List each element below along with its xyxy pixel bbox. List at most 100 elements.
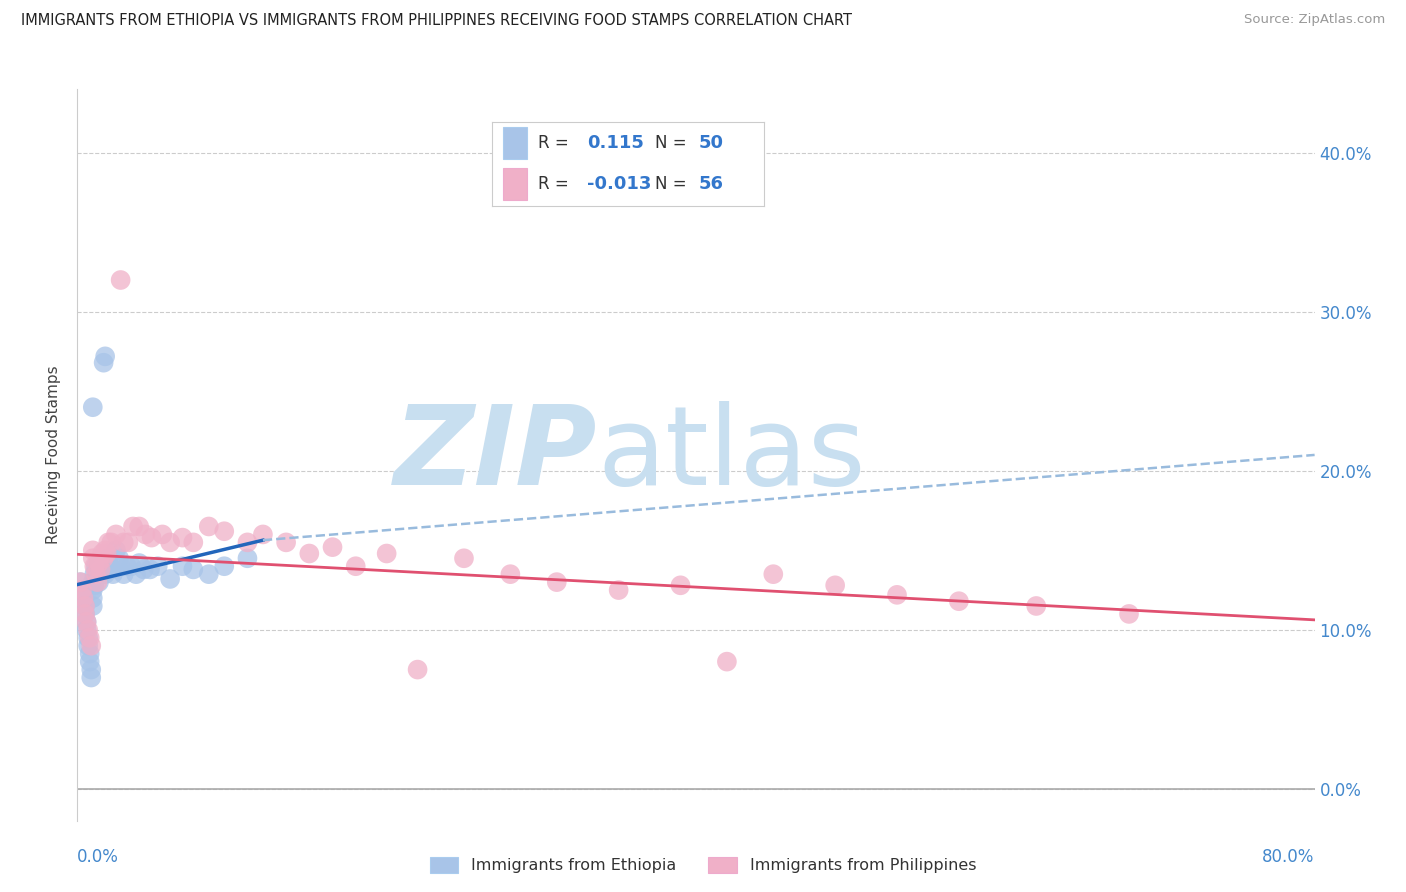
- Point: [1118, 607, 1140, 621]
- Point: [75, 599, 96, 613]
- Point: [97, 535, 120, 549]
- Point: [82, 401, 104, 415]
- Point: [91, 567, 114, 582]
- Point: [70, 583, 93, 598]
- Text: IMMIGRANTS FROM ETHIOPIA VS IMMIGRANTS FROM PHILIPPINES RECEIVING FOOD STAMPS CO: IMMIGRANTS FROM ETHIOPIA VS IMMIGRANTS F…: [21, 13, 852, 29]
- Point: [276, 535, 298, 549]
- Point: [87, 575, 110, 590]
- Point: [716, 655, 738, 669]
- Point: [132, 562, 155, 576]
- Point: [83, 578, 105, 592]
- Point: [159, 535, 181, 549]
- Text: atlas: atlas: [598, 401, 866, 508]
- Point: [87, 556, 110, 570]
- Point: [82, 543, 104, 558]
- Point: [198, 567, 221, 582]
- Point: [82, 591, 104, 605]
- Point: [82, 575, 104, 590]
- Point: [824, 578, 846, 592]
- Point: [128, 519, 150, 533]
- Point: [183, 535, 205, 549]
- Point: [236, 551, 259, 566]
- Point: [100, 562, 122, 576]
- Point: [91, 547, 114, 561]
- Point: [453, 551, 475, 566]
- Point: [375, 547, 398, 561]
- Point: [84, 559, 107, 574]
- Point: [94, 349, 117, 363]
- Point: [183, 562, 205, 576]
- Point: [69, 575, 91, 590]
- Point: [121, 559, 143, 574]
- Point: [80, 671, 103, 685]
- Point: [110, 273, 132, 287]
- Point: [79, 647, 101, 661]
- Text: ZIP: ZIP: [394, 401, 598, 508]
- Point: [322, 540, 344, 554]
- Point: [90, 562, 112, 576]
- Point: [117, 535, 139, 549]
- Y-axis label: Receiving Food Stamps: Receiving Food Stamps: [46, 366, 62, 544]
- Text: 0.0%: 0.0%: [77, 848, 120, 866]
- Point: [344, 559, 367, 574]
- Point: [100, 535, 122, 549]
- Point: [77, 631, 100, 645]
- Point: [72, 591, 94, 605]
- Point: [214, 559, 236, 574]
- Point: [90, 559, 112, 574]
- Point: [97, 551, 120, 566]
- Point: [76, 615, 98, 629]
- Point: [69, 575, 91, 590]
- Point: [75, 607, 96, 621]
- Point: [546, 575, 568, 590]
- Point: [79, 655, 101, 669]
- Point: [499, 567, 522, 582]
- Point: [75, 599, 96, 613]
- Point: [112, 535, 135, 549]
- Point: [152, 527, 174, 541]
- Point: [669, 578, 692, 592]
- Point: [128, 556, 150, 570]
- Point: [122, 519, 145, 533]
- Point: [75, 607, 96, 621]
- Point: [82, 551, 104, 566]
- Point: [105, 543, 128, 558]
- Point: [406, 663, 429, 677]
- Point: [141, 531, 163, 545]
- Point: [84, 567, 107, 582]
- Point: [112, 567, 135, 582]
- Point: [82, 583, 104, 598]
- Point: [82, 599, 104, 613]
- Point: [77, 623, 100, 637]
- Point: [146, 559, 169, 574]
- Point: [93, 356, 115, 370]
- Point: [115, 559, 138, 574]
- Point: [70, 583, 93, 598]
- Point: [108, 551, 131, 566]
- Point: [236, 535, 259, 549]
- Point: [80, 639, 103, 653]
- Point: [76, 623, 98, 637]
- Point: [139, 562, 162, 576]
- Point: [948, 594, 970, 608]
- Point: [86, 567, 108, 582]
- Point: [83, 559, 105, 574]
- Text: Source: ZipAtlas.com: Source: ZipAtlas.com: [1244, 13, 1385, 27]
- Point: [96, 547, 118, 561]
- Point: [93, 551, 115, 566]
- Point: [172, 559, 194, 574]
- Point: [76, 615, 98, 629]
- Point: [172, 531, 194, 545]
- Point: [83, 567, 105, 582]
- Point: [214, 524, 236, 539]
- Point: [79, 631, 101, 645]
- Point: [159, 572, 181, 586]
- Point: [94, 543, 117, 558]
- Point: [98, 559, 121, 574]
- Point: [125, 567, 148, 582]
- Point: [72, 591, 94, 605]
- Point: [105, 527, 128, 541]
- Point: [886, 588, 908, 602]
- Point: [252, 527, 274, 541]
- Point: [134, 527, 156, 541]
